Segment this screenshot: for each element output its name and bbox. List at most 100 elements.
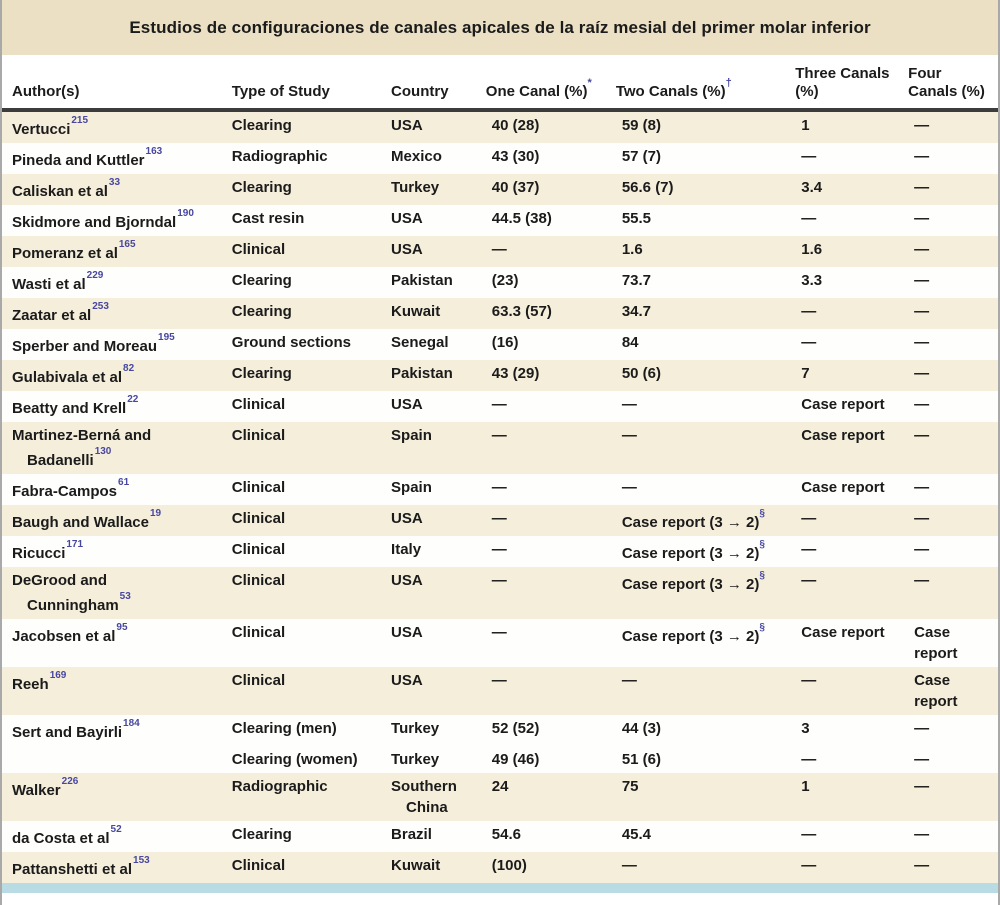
three-canals-cell: — (787, 205, 901, 236)
two-canals-cell: 75 (607, 773, 788, 821)
table-row: Gulabivala et al82 Clearing Pakistan 43 (29… (2, 360, 998, 391)
country-cell: Turkey (383, 174, 478, 205)
three-canals-cell: — (787, 667, 901, 715)
country-cell: Spain (383, 422, 478, 474)
study-type-cell: Clearing (223, 267, 384, 298)
table-row: Pomeranz et al165 Clinical USA — 1.6 1.6— (2, 236, 998, 267)
study-type-cell: Radiographic (223, 773, 384, 821)
two-canals-cell: 34.7 (607, 298, 788, 329)
author-name: Sperber and Moreau (12, 338, 158, 355)
country-cell: Spain (383, 474, 478, 505)
four-canals-cell: — (900, 236, 998, 267)
two-canals-cell: Case report (3 → 2)§ (607, 567, 788, 619)
reference-superscript: 190 (177, 208, 194, 219)
table-row: Martinez-Berná and Badanelli130 Clinical Sp… (2, 422, 998, 474)
two-canals-cell: — (607, 422, 788, 474)
four-canals-cell: — (900, 391, 998, 422)
four-canals-cell: — (900, 143, 998, 174)
header-footnote-marker: † (725, 77, 732, 89)
one-canal-cell: — (477, 391, 608, 422)
four-canals-cell: — (900, 746, 998, 773)
author-name: da Costa et al (12, 830, 110, 847)
country-line: Mexico (391, 148, 442, 165)
author-cell (2, 746, 224, 773)
four-canals-cell: — (900, 773, 998, 821)
one-canal-cell: — (477, 422, 608, 474)
study-type-cell: Clinical (223, 505, 384, 536)
author-cell: Reeh169 (2, 667, 224, 715)
author-line: Reeh169 (12, 670, 220, 695)
reference-superscript: 195 (158, 332, 175, 343)
three-canals-cell: Case report (787, 391, 901, 422)
four-canals-cell: — (900, 715, 998, 746)
reference-superscript: 226 (61, 776, 79, 787)
country-cell: Pakistan (383, 267, 478, 298)
author-cell: Gulabivala et al82 (2, 360, 224, 391)
three-canals-cell: — (787, 298, 901, 329)
table-body: Vertucci215 Clearing USA 40 (28) 59 (8) 1— Pin… (2, 110, 998, 883)
column-header: Author(s) (2, 55, 224, 112)
author-name: Reeh (12, 676, 49, 693)
table-header: Author(s) Type of Study Country One Canal (… (2, 55, 998, 112)
column-header-label: Two Canals (%) (615, 83, 726, 100)
table-row: Sert and Bayirli184 Clearing (men) Turkey 5… (2, 715, 998, 746)
cell-value: Case report (3 → 2) (621, 514, 760, 531)
study-type-cell: Clinical (223, 236, 384, 267)
table-footer-bar (2, 883, 998, 893)
country-cell: Turkey (383, 715, 478, 746)
table-row: Skidmore and Bjorndal190 Cast resin USA 44.… (2, 205, 998, 236)
table-row: Clearing (women) Turkey 49 (46) 51 (6) — — (2, 746, 998, 773)
four-canals-cell: — (900, 536, 998, 567)
study-type-cell: Clinical (223, 852, 384, 883)
author-name: Beatty and Krell (12, 400, 127, 417)
author-name: Martinez-Berná and (12, 427, 152, 444)
author-name: Sert and Bayirli (12, 724, 123, 741)
study-type-cell: Cast resin (223, 205, 384, 236)
cell-value: Case report (3 → 2) (621, 576, 760, 593)
table-row: Fabra-Campos61 Clinical Spain — — Case report… (2, 474, 998, 505)
country-cell: Southern China (383, 773, 478, 821)
author-cell: Beatty and Krell22 (2, 391, 224, 422)
reference-superscript: 215 (71, 115, 89, 126)
four-canals-cell: — (900, 567, 998, 619)
author-cell: Sperber and Moreau195 (2, 329, 224, 360)
two-canals-cell: 44 (3) (607, 715, 788, 746)
author-line: Fabra-Campos61 (12, 477, 220, 502)
two-canals-cell: 45.4 (607, 821, 788, 852)
three-canals-cell: — (787, 143, 901, 174)
country-cell: USA (383, 619, 478, 667)
three-canals-cell: 3.4 (787, 174, 901, 205)
one-canal-cell: 52 (52) (477, 715, 608, 746)
study-type-cell: Clinical (223, 536, 384, 567)
two-canals-cell: 51 (6) (607, 746, 788, 773)
table-row: Ricucci171 Clinical Italy — Case report (3 →… (2, 536, 998, 567)
title-band: Estudios de configuraciones de canales a… (2, 0, 998, 55)
author-line: Jacobsen et al95 (12, 622, 220, 647)
country-cell: Brazil (383, 821, 478, 852)
author-line: da Costa et al52 (12, 824, 220, 849)
column-header: Three Canals (%) (787, 55, 901, 112)
four-canals-cell: — (900, 360, 998, 391)
cell-value: Case report (3 → 2) (621, 545, 760, 562)
one-canal-cell: 43 (29) (477, 360, 608, 391)
author-cell: Vertucci215 (2, 110, 224, 143)
two-canals-cell: Case report (3 → 2)§ (607, 505, 788, 536)
study-type-cell: Clearing (223, 298, 384, 329)
country-cell: Kuwait (383, 852, 478, 883)
reference-superscript: 19 (149, 508, 162, 519)
three-canals-cell: 3.3 (787, 267, 901, 298)
author-name: Baugh and Wallace (12, 514, 149, 531)
reference-superscript: 229 (86, 270, 104, 281)
author-line: Martinez-Berná and (12, 425, 220, 446)
one-canal-cell: 54.6 (477, 821, 608, 852)
three-canals-cell: — (787, 567, 901, 619)
three-canals-cell: — (787, 821, 901, 852)
table-row: Jacobsen et al95 Clinical USA — Case report … (2, 619, 998, 667)
reference-superscript: 33 (108, 177, 121, 188)
country-line: Southern (391, 778, 457, 795)
study-type-cell: Ground sections (223, 329, 384, 360)
footnotes-block: *Numbers in parentheses represent the pe… (2, 893, 998, 905)
two-canals-cell: Case report (3 → 2)§ (607, 536, 788, 567)
author-cell: Pineda and Kuttler163 (2, 143, 224, 174)
